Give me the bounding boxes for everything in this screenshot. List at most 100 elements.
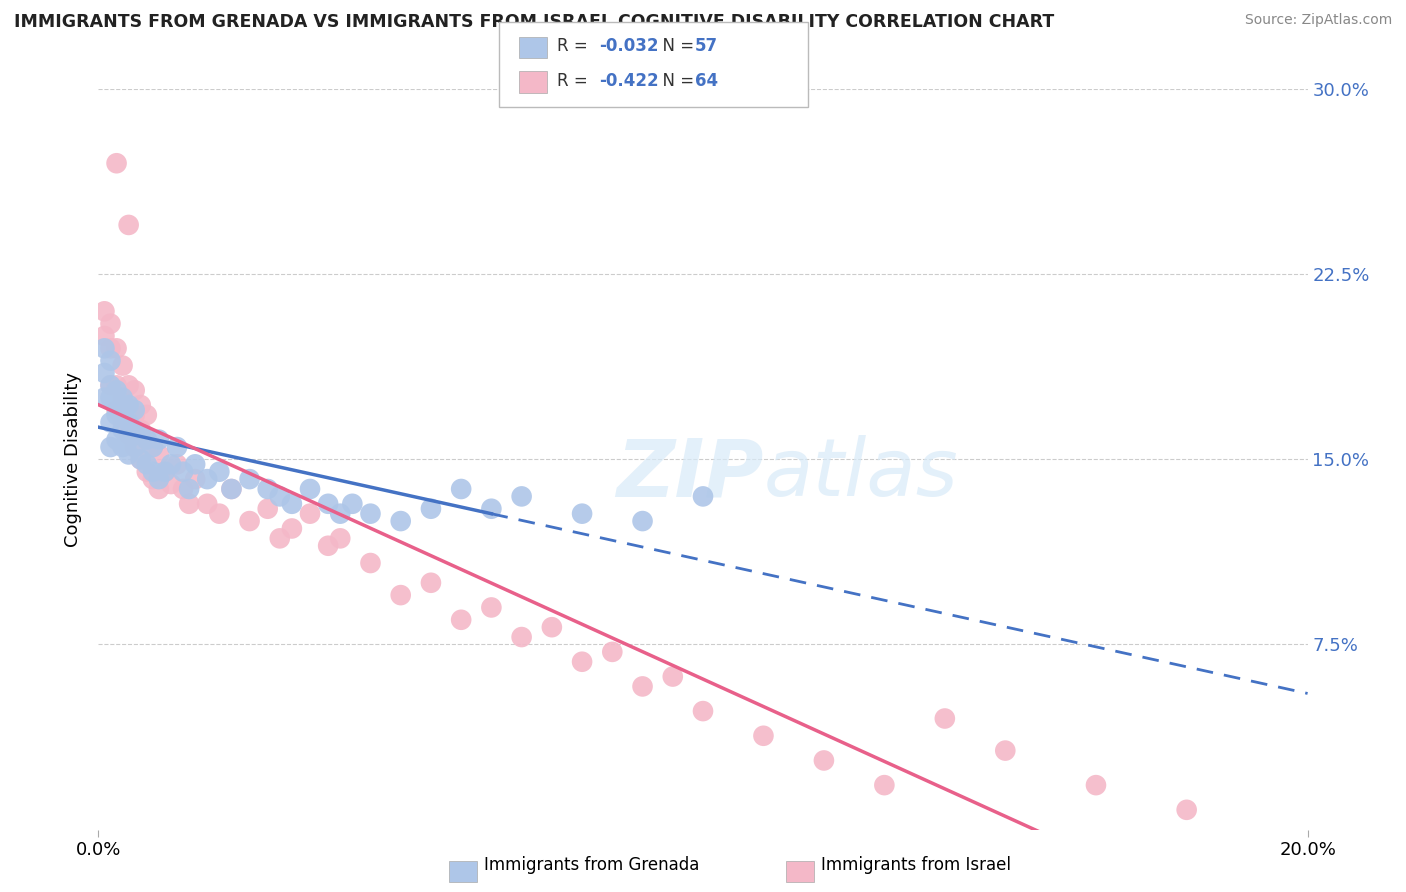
Point — [329, 532, 352, 546]
Text: R =: R = — [557, 37, 593, 55]
Text: Immigrants from Israel: Immigrants from Israel — [821, 856, 1011, 874]
Point — [360, 507, 382, 521]
Point — [934, 712, 956, 726]
Point — [360, 556, 382, 570]
Point — [100, 378, 122, 392]
Point — [160, 477, 183, 491]
Point — [450, 482, 472, 496]
Point — [105, 341, 128, 355]
Point — [118, 433, 141, 447]
Point — [166, 440, 188, 454]
Point — [118, 447, 141, 461]
Text: 64: 64 — [695, 72, 717, 90]
Point — [124, 408, 146, 422]
Point — [208, 507, 231, 521]
Point — [129, 423, 152, 437]
Point — [135, 433, 157, 447]
Point — [118, 427, 141, 442]
Point — [692, 704, 714, 718]
Point — [129, 398, 152, 412]
Text: N =: N = — [652, 72, 700, 90]
Point — [752, 729, 775, 743]
Point — [124, 403, 146, 417]
Point — [100, 353, 122, 368]
Point — [195, 472, 218, 486]
Point — [148, 433, 170, 447]
Point — [221, 482, 243, 496]
Point — [124, 423, 146, 437]
Point — [221, 482, 243, 496]
Point — [389, 514, 412, 528]
Point — [100, 341, 122, 355]
Point — [142, 440, 165, 454]
Point — [316, 539, 339, 553]
Text: R =: R = — [557, 72, 593, 90]
Text: -0.422: -0.422 — [599, 72, 658, 90]
Point — [179, 482, 201, 496]
Point — [602, 645, 624, 659]
Point — [571, 655, 593, 669]
Point — [93, 391, 115, 405]
Point — [510, 489, 533, 503]
Text: -0.032: -0.032 — [599, 37, 658, 55]
Point — [389, 588, 412, 602]
Point — [118, 415, 141, 429]
Point — [153, 465, 176, 479]
Point — [195, 497, 218, 511]
Point — [172, 482, 194, 496]
Point — [100, 378, 122, 392]
Point — [111, 423, 134, 437]
Point — [93, 366, 115, 380]
Point — [540, 620, 562, 634]
Point — [100, 317, 122, 331]
Point — [129, 452, 152, 467]
Point — [661, 669, 683, 683]
Point — [420, 501, 443, 516]
Point — [100, 440, 122, 454]
Point — [105, 156, 128, 170]
Point — [142, 440, 165, 454]
Point — [269, 489, 291, 503]
Text: atlas: atlas — [763, 435, 959, 513]
Point — [124, 440, 146, 454]
Point — [299, 507, 322, 521]
Point — [100, 391, 122, 405]
Point — [142, 465, 165, 479]
Point — [148, 472, 170, 486]
Point — [111, 408, 134, 422]
Point — [184, 458, 207, 472]
Point — [329, 507, 352, 521]
Point — [153, 465, 176, 479]
Point — [118, 398, 141, 412]
Point — [813, 754, 835, 768]
Point — [111, 359, 134, 373]
Point — [135, 408, 157, 422]
Point — [105, 398, 128, 412]
Point — [873, 778, 896, 792]
Point — [256, 482, 278, 496]
Point — [481, 501, 503, 516]
Point — [239, 514, 262, 528]
Point — [105, 384, 128, 398]
Point — [118, 403, 141, 417]
Point — [148, 447, 170, 461]
Point — [93, 329, 115, 343]
Point — [93, 341, 115, 355]
Point — [111, 415, 134, 429]
Point — [1085, 778, 1108, 792]
Text: Source: ZipAtlas.com: Source: ZipAtlas.com — [1244, 13, 1392, 28]
Point — [184, 472, 207, 486]
Point — [172, 465, 194, 479]
Point — [281, 497, 304, 511]
Point — [124, 440, 146, 454]
Point — [105, 403, 128, 417]
Point — [142, 472, 165, 486]
Point — [571, 507, 593, 521]
Point — [208, 465, 231, 479]
Point — [281, 521, 304, 535]
Point — [631, 514, 654, 528]
Text: 57: 57 — [695, 37, 717, 55]
Point — [692, 489, 714, 503]
Point — [135, 465, 157, 479]
Point — [160, 458, 183, 472]
